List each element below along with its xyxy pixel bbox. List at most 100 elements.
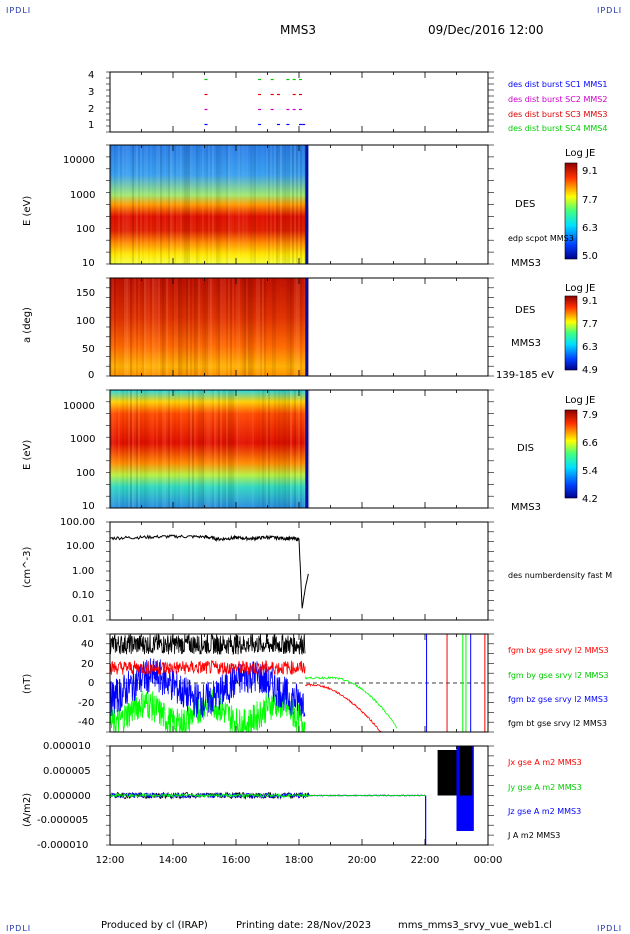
des-pitch-ytick-150: 150 <box>76 288 96 299</box>
spectrogram-stripe <box>268 145 270 264</box>
datetime-title: 09/Dec/2016 12:00 <box>428 23 544 37</box>
colorbar3 <box>564 409 578 499</box>
corner-label-bottom-left: IPDLI <box>6 924 32 933</box>
spectrogram-stripe <box>204 278 206 376</box>
spectrogram-stripe <box>210 145 212 264</box>
dis-energy-right-label: DIS <box>517 443 534 454</box>
spectrogram-stripe <box>148 390 150 508</box>
spectrogram-stripe <box>228 278 230 376</box>
spectrogram-stripe <box>166 390 168 508</box>
spectrogram-stripe <box>288 278 290 376</box>
spectrogram-stripe <box>294 278 296 376</box>
spectrogram-stripe <box>134 278 136 376</box>
spectrogram-stripe <box>150 278 152 376</box>
spectrogram-stripe <box>286 145 288 264</box>
spectrogram-stripe <box>112 145 114 264</box>
spectrogram-stripe <box>252 390 254 508</box>
colorbar2-tick-1: 7.7 <box>582 319 598 330</box>
spectrogram-stripe <box>286 390 288 508</box>
burst-marker <box>292 108 296 111</box>
spectrogram-stripe <box>220 145 222 264</box>
spectrogram-stripe <box>214 145 216 264</box>
spectrogram-stripe <box>260 390 262 508</box>
spectrogram-stripe <box>160 278 162 376</box>
spectrogram-stripe <box>128 390 130 508</box>
spectrogram-stripe <box>298 145 300 264</box>
colorbar1-tick-2: 6.3 <box>582 223 598 234</box>
spectrogram-stripe <box>270 278 272 376</box>
des-energy-spectrogram <box>110 145 309 264</box>
spectrogram-stripe <box>136 278 138 376</box>
spectrogram-stripe <box>190 145 192 264</box>
spectrogram-stripe <box>262 278 264 376</box>
spectrogram-stripe <box>124 278 126 376</box>
spectrogram-stripe <box>230 390 232 508</box>
spectrogram-stripe <box>118 278 120 376</box>
spectrogram-stripe <box>174 390 176 508</box>
spectrogram-stripe <box>228 145 230 264</box>
spectrogram-stripe <box>230 278 232 376</box>
spectrogram-stripe <box>240 390 242 508</box>
spectrogram-stripe <box>196 145 198 264</box>
spectrogram-stripe <box>168 145 170 264</box>
spectrogram-stripe <box>274 145 276 264</box>
burst-marker <box>286 108 290 111</box>
burst-marker <box>204 108 208 111</box>
spectrogram-boundary <box>305 390 309 508</box>
spectrogram-stripe <box>200 145 202 264</box>
spectrogram-stripe <box>120 145 122 264</box>
spectrogram-stripe <box>250 278 252 376</box>
spectrogram-stripe <box>138 278 140 376</box>
dis-energy-ytick-1000: 1000 <box>70 434 96 445</box>
spectrogram-stripe <box>272 390 274 508</box>
spectrogram-stripe <box>182 145 184 264</box>
corner-label-top-left: IPDLI <box>6 6 32 15</box>
spectrogram-stripe <box>224 145 226 264</box>
spectrogram-stripe <box>216 390 218 508</box>
colorbar3-title: Log JE <box>565 395 596 406</box>
spectrogram-stripe <box>218 145 220 264</box>
spectrogram-stripe <box>262 390 264 508</box>
spectrogram-stripe <box>180 390 182 508</box>
spectrogram-stripe <box>170 145 172 264</box>
footer-printing-date: Printing date: 28/Nov/2023 <box>236 920 372 931</box>
spectrogram-stripe <box>132 390 134 508</box>
spectrogram-stripe <box>308 390 310 508</box>
spectrogram-stripe <box>298 390 300 508</box>
spectrogram-stripe <box>144 145 146 264</box>
spectrogram-stripe <box>284 145 286 264</box>
spectrogram-stripe <box>208 278 210 376</box>
spectrogram-stripe <box>234 145 236 264</box>
spectrogram-stripe <box>118 390 120 508</box>
spectrogram-stripe <box>282 145 284 264</box>
spectrogram-stripe <box>178 278 180 376</box>
spectrogram-stripe <box>252 145 254 264</box>
spectrogram-stripe <box>114 390 116 508</box>
spectrogram-stripe <box>302 278 304 376</box>
spectrogram-stripe <box>280 278 282 376</box>
colorbar2-tick-2: 6.3 <box>582 342 598 353</box>
spectrogram-stripe <box>268 390 270 508</box>
spectrogram-stripe <box>274 278 276 376</box>
spectrogram-stripe <box>114 278 116 376</box>
spectrogram-stripe <box>200 390 202 508</box>
spectrogram-stripe <box>112 278 114 376</box>
spectrogram-stripe <box>166 278 168 376</box>
spectrogram-stripe <box>150 390 152 508</box>
xtick-22: 22:00 <box>410 855 440 866</box>
spectrogram-stripe <box>290 278 292 376</box>
spectrogram-stripe <box>236 145 238 264</box>
spectrogram-stripe <box>286 278 288 376</box>
spectrogram-stripe <box>300 278 302 376</box>
spectrogram-stripe <box>172 278 174 376</box>
des-energy-ylabel: E (eV) <box>22 195 33 226</box>
burst-marker <box>286 78 290 81</box>
spectrogram-stripe <box>128 278 130 376</box>
spectrogram-stripe <box>262 145 264 264</box>
spectrogram-stripe <box>276 278 278 376</box>
spectrogram-stripe <box>174 278 176 376</box>
spectrogram-stripe <box>132 145 134 264</box>
spectrogram-stripe <box>178 390 180 508</box>
spectrogram-stripe <box>292 145 294 264</box>
burst-marker <box>204 93 208 96</box>
